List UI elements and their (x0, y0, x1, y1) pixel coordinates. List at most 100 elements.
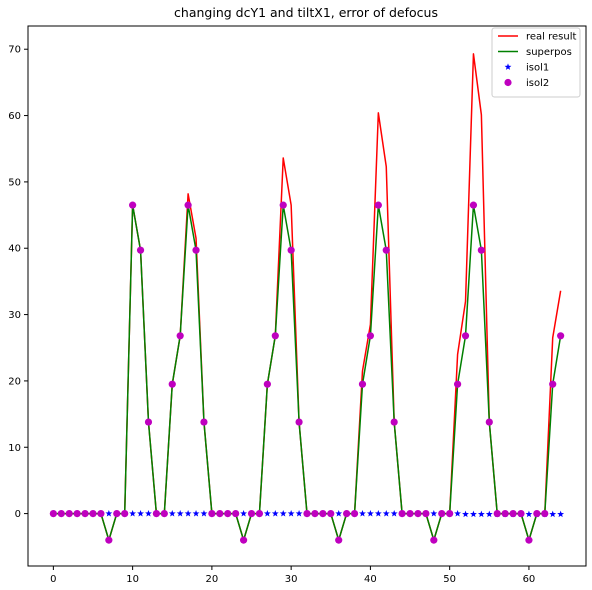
data-point-circle (113, 509, 121, 518)
data-point-circle (105, 536, 113, 544)
data-point-circle (192, 246, 200, 254)
data-point-circle (232, 509, 240, 518)
data-point-circle (398, 509, 406, 518)
data-point-star (525, 510, 533, 518)
y-tick-label: 0 (15, 509, 21, 520)
x-tick-label: 20 (206, 574, 219, 585)
data-point-star (271, 509, 279, 517)
data-point-star (477, 510, 485, 518)
data-point-star (374, 509, 382, 517)
data-point-circle (247, 509, 256, 518)
data-point-circle (517, 509, 525, 518)
data-point-circle (160, 509, 168, 518)
data-point-circle (493, 509, 501, 518)
x-axis: 0 10 20 30 40 50 60 (50, 566, 535, 585)
data-point-star (263, 509, 271, 517)
data-point-circle (557, 332, 565, 340)
data-point-circle (144, 418, 153, 426)
data-point-circle (271, 332, 279, 340)
series-layer (49, 53, 565, 544)
y-tick-label: 40 (8, 244, 21, 255)
data-point-circle (287, 246, 295, 254)
plot-frame (27, 25, 587, 567)
x-tick-label: 0 (50, 574, 56, 585)
data-point-circle (224, 509, 232, 518)
data-point-star (184, 509, 192, 517)
y-tick-label: 60 (8, 111, 21, 122)
data-point-circle (414, 509, 422, 518)
data-point-star (390, 509, 398, 517)
data-point-star (105, 509, 113, 517)
data-point-star (382, 509, 390, 517)
data-point-circle (216, 509, 224, 518)
data-point-star (129, 509, 137, 517)
data-point-circle (279, 201, 287, 209)
x-tick-label: 40 (364, 574, 377, 585)
data-point-circle (121, 509, 129, 518)
data-point-star (335, 509, 343, 517)
y-tick-label: 20 (8, 376, 21, 387)
data-point-circle (382, 246, 390, 254)
legend-item: isol2 (504, 78, 549, 89)
data-point-circle (406, 509, 414, 518)
y-tick-label: 10 (8, 443, 21, 454)
data-point-star (454, 509, 462, 517)
legend-label: real result (526, 32, 576, 43)
data-point-star (359, 509, 366, 517)
data-point-star (549, 510, 557, 518)
data-point-star (279, 509, 287, 517)
data-point-circle (129, 201, 137, 209)
data-point-star (295, 509, 303, 517)
data-point-circle (549, 380, 557, 388)
x-tick-label: 10 (126, 574, 139, 585)
data-point-circle (430, 536, 438, 544)
chart-title: changing dcY1 and tiltX1, error of defoc… (174, 5, 438, 20)
legend-label: superpos (526, 47, 572, 58)
data-point-circle (438, 509, 446, 518)
legend-circle-swatch (504, 78, 512, 87)
data-point-circle (49, 509, 57, 518)
data-point-circle (358, 380, 367, 388)
data-point-circle (57, 509, 65, 518)
x-tick-label: 30 (285, 574, 298, 585)
data-point-circle (208, 509, 216, 518)
data-point-circle (327, 509, 335, 518)
data-point-circle (533, 509, 541, 518)
data-point-star (366, 509, 374, 517)
data-point-circle (73, 509, 81, 518)
legend-label: isol1 (526, 63, 549, 74)
legend-label: isol2 (526, 78, 549, 89)
data-point-circle (152, 509, 161, 518)
data-point-circle (422, 509, 430, 518)
data-point-circle (319, 509, 327, 518)
y-tick-label: 30 (8, 310, 21, 321)
data-point-star (485, 510, 493, 518)
data-point-circle (176, 332, 184, 340)
data-point-circle (461, 332, 470, 340)
legend-item: isol1 (504, 63, 549, 74)
data-point-circle (485, 418, 493, 426)
data-point-circle (469, 201, 478, 209)
data-point-circle (366, 332, 375, 340)
data-point-star (430, 509, 438, 517)
data-point-star (192, 509, 200, 517)
data-point-circle (509, 509, 517, 518)
data-point-circle (295, 418, 303, 426)
legend-item: real result (498, 32, 576, 43)
data-point-star (240, 509, 248, 517)
y-axis: 0 10 20 30 40 50 60 70 (8, 45, 28, 520)
data-point-circle (453, 380, 462, 388)
legend: real result superpos isol1 isol2 (491, 27, 581, 98)
data-point-star (557, 510, 565, 518)
data-point-circle (350, 509, 359, 518)
data-point-star (462, 510, 469, 518)
data-point-circle (184, 201, 192, 209)
x-tick-label: 50 (443, 574, 456, 585)
data-point-circle (65, 509, 73, 518)
data-point-circle (501, 509, 509, 518)
data-point-circle (239, 536, 248, 544)
data-point-circle (97, 509, 105, 518)
data-point-circle (263, 380, 271, 388)
